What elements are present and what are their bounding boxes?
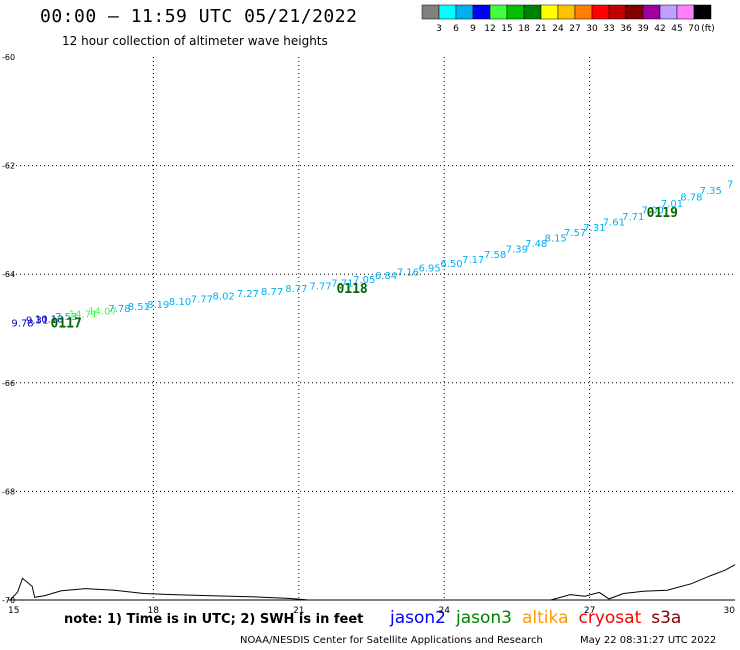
color-scale-label: 30 <box>586 24 598 34</box>
wave-height-point: 7.17 <box>462 255 484 266</box>
color-scale-label: 9 <box>470 24 476 34</box>
color-scale-label: 33 <box>603 24 614 34</box>
legend-item-cryosat: cryosat <box>578 608 642 628</box>
wave-height-point: 7.71 <box>331 279 353 290</box>
color-scale-label: 6 <box>453 24 459 34</box>
wave-height-point: 7.61 <box>603 217 625 228</box>
wave-height-point: 7.35 <box>700 186 722 197</box>
color-scale-unit: (ft) <box>701 24 715 34</box>
y-tick-label: -62 <box>2 162 15 171</box>
y-tick-label: -64 <box>2 270 15 279</box>
wave-height-point: 14.71 <box>69 310 98 321</box>
wave-height-point: 6.84 <box>375 271 397 282</box>
wave-height-point: 7.77 <box>191 294 213 305</box>
legend-item-jason2: jason2 <box>390 608 446 628</box>
color-scale-label: 15 <box>501 24 512 34</box>
wave-height-point: 7.05 <box>353 275 375 286</box>
wave-height-point: 8.02 <box>213 292 235 303</box>
color-swatch <box>693 4 712 20</box>
wave-height-point: 14.07 <box>88 306 117 317</box>
wave-height-point: 7.16 <box>397 267 419 278</box>
color-scale-bar: 3 6 9 12 15 18 21 24 27 30 33 36 39 42 45 70 (ft) <box>421 4 715 34</box>
wave-height-point: 7.00 <box>641 205 663 216</box>
timestamp: May 22 08:31:27 UTC 2022 <box>580 635 717 646</box>
x-tick-label: 27 <box>584 606 595 616</box>
wave-height-point: 7.39 <box>506 244 528 255</box>
x-tick-label: 24 <box>438 606 450 616</box>
color-scale-label: 27 <box>569 24 580 34</box>
wave-height-point: 6.95 <box>419 263 441 274</box>
pass-label: 0117 <box>51 316 82 331</box>
color-scale-label: 39 <box>637 24 649 34</box>
wave-height-point: 7.31 <box>583 223 605 234</box>
color-scale-label: 45 <box>671 24 682 34</box>
wave-height-point: 7.58 <box>484 250 506 261</box>
wave-height-point: 7.77 <box>309 281 331 292</box>
legend-item-jason3: jason3 <box>456 608 512 628</box>
color-scale-label: 70 <box>688 24 700 34</box>
wave-height-point: 7.53 <box>55 312 77 323</box>
x-tick-label: 15 <box>8 606 19 616</box>
wave-height-point: 8.77 <box>285 284 307 295</box>
footnote: note: 1) Time is in UTC; 2) SWH is in fe… <box>64 612 364 627</box>
y-tick-label: -66 <box>2 379 15 388</box>
color-scale-label: 42 <box>654 24 665 34</box>
wave-height-point: 7 <box>727 179 733 190</box>
coastline <box>10 577 309 601</box>
coastline <box>550 564 736 601</box>
x-tick-label: 21 <box>293 606 304 616</box>
color-scale-label: 12 <box>484 24 495 34</box>
color-scale-label: 3 <box>436 24 442 34</box>
x-tick-label: 30 <box>724 606 736 616</box>
wave-height-point: 7.78 <box>108 304 130 315</box>
x-tick-label: 18 <box>148 606 160 616</box>
color-scale-label: 36 <box>620 24 632 34</box>
wave-height-point: 6.50 <box>440 259 462 270</box>
wave-height-point: 7.48 <box>525 239 547 250</box>
wave-height-point: 8.51 <box>128 302 150 313</box>
credit-text: NOAA/NESDIS Center for Satellite Applica… <box>240 635 543 646</box>
wave-height-point: 7.57 <box>564 228 586 239</box>
wave-height-point: 7.01 <box>661 199 683 210</box>
satellite-legend: jason2 jason3 altika cryosat s3a <box>390 608 691 628</box>
wave-height-point: 7.71 <box>622 212 644 223</box>
wave-height-point: 9.78 <box>11 318 33 329</box>
color-scale-label: 21 <box>535 24 546 34</box>
wave-height-point: 10.18 <box>35 315 64 326</box>
page-subtitle: 12 hour collection of altimeter wave hei… <box>62 34 328 48</box>
wave-height-point: 8.10 <box>169 297 191 308</box>
pass-label: 0118 <box>336 282 367 297</box>
y-tick-label: -60 <box>2 53 15 62</box>
color-scale-label: 18 <box>518 24 530 34</box>
color-scale-label: 24 <box>552 24 564 34</box>
legend-item-s3a: s3a <box>651 608 682 628</box>
page-title: 00:00 – 11:59 UTC 05/21/2022 <box>40 6 358 27</box>
y-tick-label: -68 <box>2 487 15 496</box>
wave-height-point: 8.15 <box>545 234 567 245</box>
wave-height-point: 7.27 <box>237 289 259 300</box>
pass-label: 0119 <box>647 206 678 221</box>
wave-height-point: 9.31 <box>26 316 48 327</box>
wave-height-point: 8.78 <box>680 192 702 203</box>
wave-height-point: 8.77 <box>261 287 283 298</box>
legend-item-altika: altika <box>522 608 569 628</box>
wave-height-point: 8.19 <box>147 300 169 311</box>
